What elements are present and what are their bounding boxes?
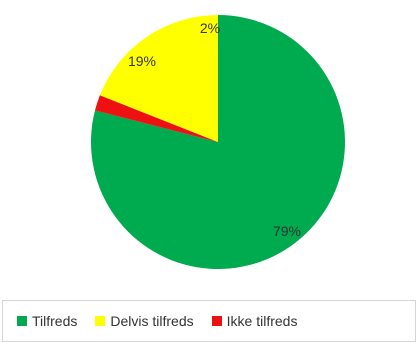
legend-item-delvis-tilfreds: Delvis tilfreds (95, 313, 194, 329)
pie-label-tilfreds: 79% (273, 223, 301, 239)
chart-legend: Tilfreds Delvis tilfreds Ikke tilfreds (2, 300, 416, 342)
pie-slice-ikke-tilfreds (94, 95, 218, 142)
pie-slice-delvis-tilfreds (99, 15, 218, 142)
pie-chart: 79% 2% 19% (91, 15, 345, 269)
legend-swatch-tilfreds (17, 316, 27, 326)
legend-label-ikke-tilfreds: Ikke tilfreds (226, 313, 298, 329)
legend-swatch-delvis-tilfreds (95, 316, 106, 326)
legend-swatch-ikke-tilfreds (211, 316, 222, 326)
pie-label-delvis-tilfreds: 19% (128, 53, 156, 69)
pie-label-ikke-tilfreds: 2% (200, 20, 220, 36)
legend-label-delvis-tilfreds: Delvis tilfreds (110, 313, 194, 329)
legend-item-tilfreds: Tilfreds (17, 313, 77, 329)
legend-item-ikke-tilfreds: Ikke tilfreds (211, 313, 298, 329)
legend-label-tilfreds: Tilfreds (32, 313, 78, 329)
